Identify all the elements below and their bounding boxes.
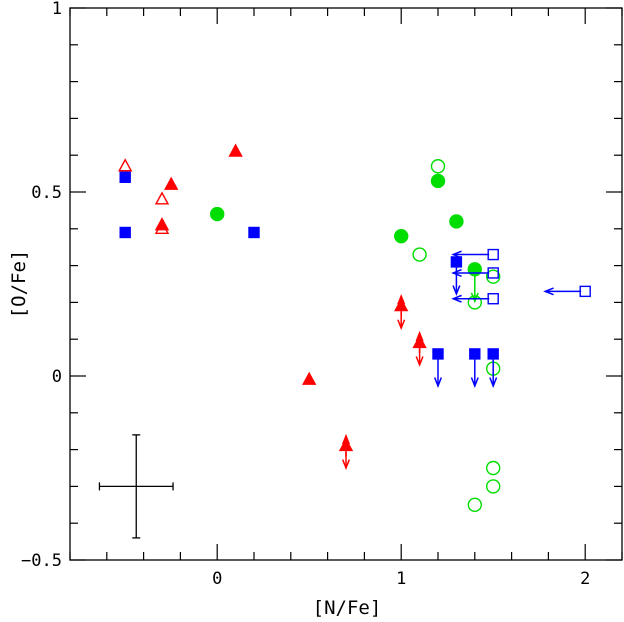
y-axis-title: [O/Fe]	[8, 250, 30, 319]
limit-arrow	[451, 250, 490, 259]
filled-square-point	[119, 226, 131, 239]
limit-arrow	[543, 287, 582, 296]
filled-square-point	[119, 171, 131, 183]
filled-triangle-point	[394, 298, 409, 312]
y-tick-label: −0.5	[21, 551, 62, 571]
y-tick-label: 1	[52, 0, 62, 19]
open-circle-point	[486, 479, 501, 494]
open-circle-point	[412, 247, 427, 262]
open-square-point	[487, 267, 499, 279]
filled-square-point	[450, 256, 463, 268]
filled-circle-point	[449, 214, 464, 229]
open-triangle-point	[154, 220, 170, 235]
open-triangle-point	[118, 158, 133, 172]
filled-triangle-point	[154, 217, 170, 231]
open-circle-point	[467, 497, 482, 512]
filled-circle-point	[467, 262, 482, 277]
open-circle-point	[486, 460, 501, 476]
x-tick-label: 2	[580, 569, 590, 589]
filled-square-point	[469, 348, 481, 360]
y-tick-label: 0.5	[31, 183, 62, 203]
filled-square-point	[432, 348, 444, 360]
filled-circle-point	[430, 173, 446, 189]
limit-arrow	[451, 294, 490, 303]
x-axis-title: [N/Fe]	[313, 597, 382, 619]
filled-circle-point	[394, 228, 409, 244]
open-square-point	[487, 248, 499, 261]
data-points	[118, 143, 591, 512]
limit-arrow	[489, 357, 498, 388]
filled-circle-point	[209, 206, 225, 222]
open-circle-point	[430, 159, 446, 174]
axis-ticks	[69, 7, 623, 561]
filled-triangle-point	[338, 437, 354, 452]
x-tick-label: 1	[396, 569, 406, 589]
filled-square-point	[487, 348, 499, 360]
y-tick-label: 0	[52, 367, 62, 387]
limit-arrow	[433, 357, 443, 388]
filled-triangle-point	[302, 371, 317, 385]
filled-triangle-point	[412, 334, 427, 349]
x-tick-label: 0	[212, 569, 222, 589]
representative-error-bar	[98, 434, 174, 539]
open-square-point	[579, 285, 591, 298]
tick-labels: 0 1 2 −0.5 0 0.5 1	[21, 0, 590, 589]
limit-arrow	[452, 265, 461, 296]
open-square-point	[487, 293, 499, 305]
filled-triangle-point	[164, 176, 179, 190]
limit-arrow	[451, 268, 490, 277]
plot-frame	[69, 7, 623, 561]
open-circle-point	[486, 269, 501, 284]
filled-square-point	[248, 226, 260, 239]
plot-border	[69, 7, 623, 561]
open-circle-point	[467, 295, 482, 310]
limit-arrow	[470, 357, 479, 388]
open-triangle-point	[154, 191, 170, 205]
filled-triangle-point	[228, 143, 243, 157]
